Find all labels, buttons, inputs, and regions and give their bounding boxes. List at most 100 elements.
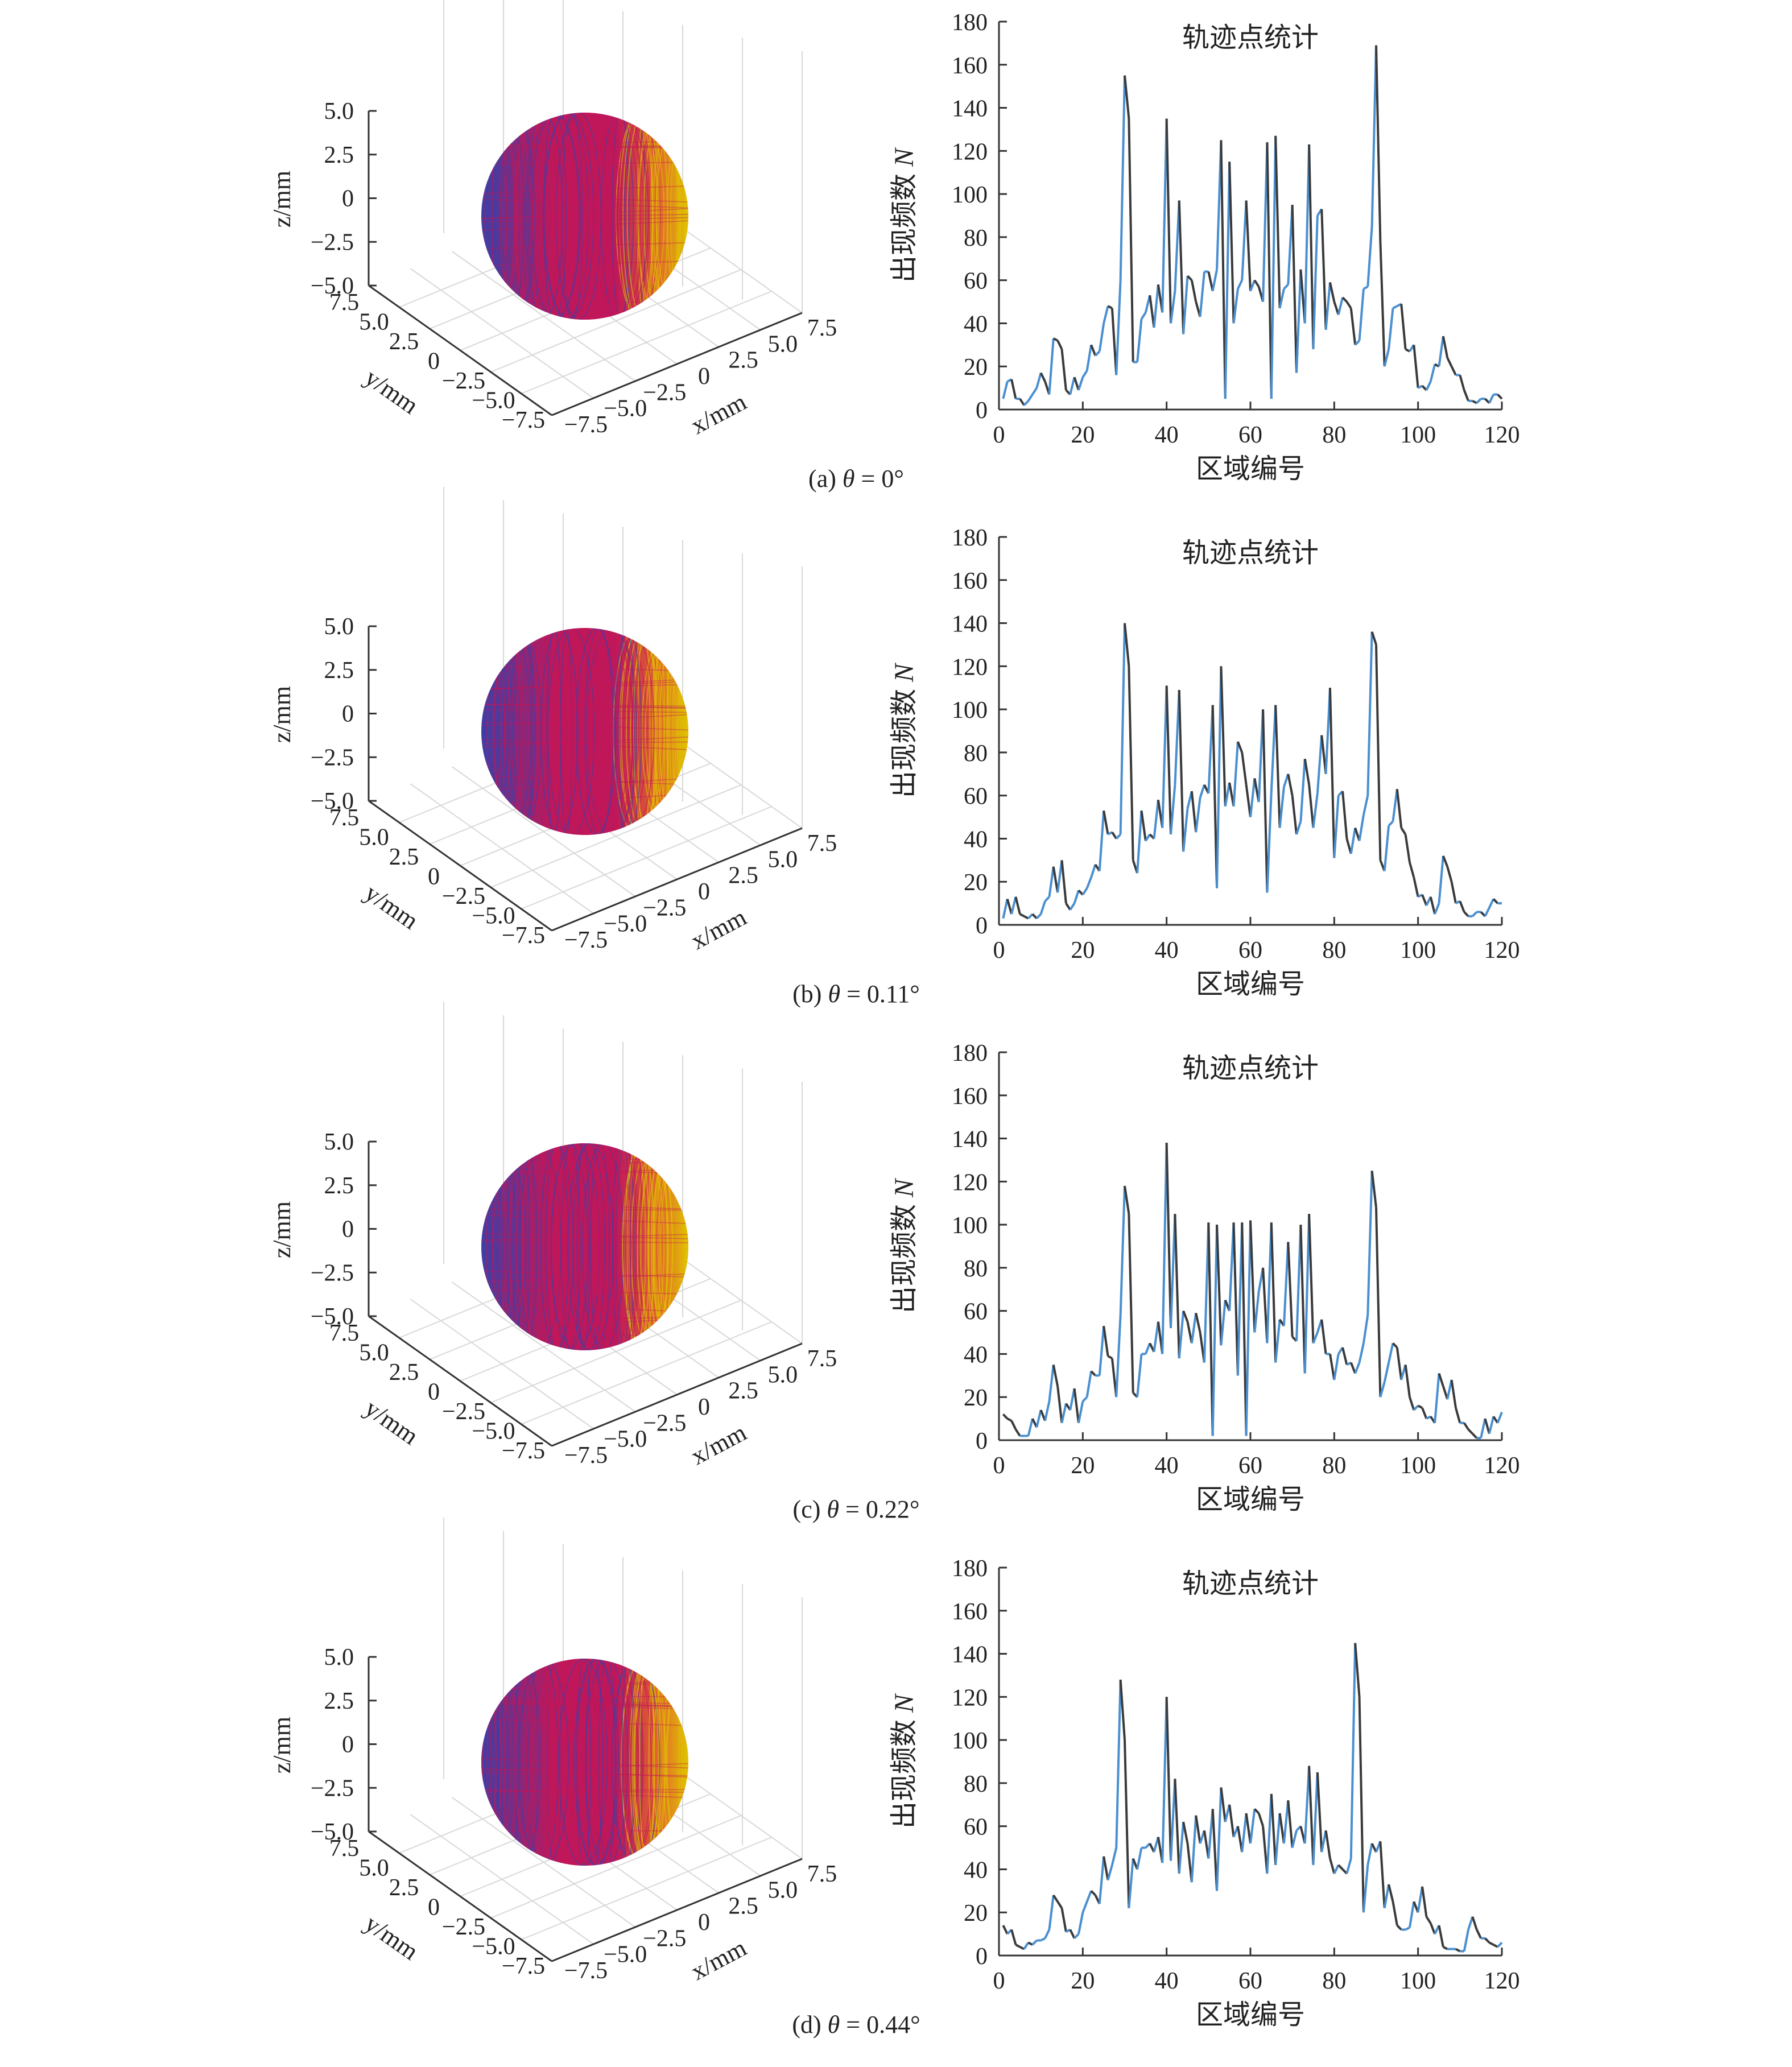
x-tick-label: 2.5 bbox=[728, 1378, 758, 1404]
series-segment bbox=[1409, 1396, 1415, 1411]
x-tick-label: 40 bbox=[1155, 1968, 1179, 1994]
series-segment bbox=[1312, 793, 1319, 828]
y-tick-label: 0 bbox=[976, 1428, 988, 1454]
trajectory-curve bbox=[481, 1789, 688, 1793]
trajectory-curve bbox=[553, 628, 573, 835]
trajectory-curve bbox=[481, 1170, 688, 1174]
series-segment bbox=[1060, 349, 1067, 391]
series-segment bbox=[1320, 209, 1327, 330]
chart-series bbox=[1002, 45, 1503, 406]
y-tick-label: 80 bbox=[964, 1256, 988, 1282]
ylabel-symbol: N bbox=[889, 1693, 919, 1713]
series-segment bbox=[1459, 374, 1465, 391]
chart-series bbox=[1002, 1643, 1503, 1953]
caption-value: = 0.22° bbox=[839, 1495, 919, 1523]
series-segment bbox=[1375, 1207, 1382, 1398]
trajectory-curve bbox=[576, 1143, 591, 1350]
trajectory-curve bbox=[567, 628, 604, 835]
trajectory-curve bbox=[481, 1701, 688, 1707]
trajectory-curve bbox=[481, 162, 688, 166]
z-tick-label: 5.0 bbox=[324, 98, 354, 125]
trajectory-curve bbox=[496, 113, 535, 320]
x-axis-label: x/mm bbox=[686, 903, 751, 954]
series-segment bbox=[1010, 1420, 1017, 1430]
series-segment bbox=[1073, 890, 1080, 904]
trajectory-curve bbox=[582, 1659, 605, 1866]
series-segment bbox=[1220, 1787, 1227, 1822]
x-tick-label: 2.5 bbox=[728, 863, 758, 889]
x-tick-label: 7.5 bbox=[807, 830, 837, 857]
series-segment bbox=[1006, 1417, 1013, 1422]
series-segment bbox=[1312, 1332, 1319, 1344]
series-segment bbox=[1010, 379, 1017, 399]
y-axis-label: y/mm bbox=[360, 1394, 423, 1450]
series-segment bbox=[1442, 1946, 1448, 1950]
series-segment bbox=[1392, 1901, 1398, 1926]
trajectory-curve bbox=[629, 1143, 643, 1350]
trajectory-curve bbox=[555, 113, 590, 320]
series-segment bbox=[1471, 911, 1478, 917]
trajectory-curve bbox=[515, 113, 547, 320]
trajectory-curve bbox=[493, 1659, 542, 1866]
series-segment bbox=[1237, 279, 1244, 290]
trajectory-curve bbox=[481, 1209, 688, 1211]
series-segment bbox=[1119, 1185, 1126, 1316]
series-segment bbox=[1107, 1355, 1113, 1359]
trajectory-curve bbox=[546, 628, 562, 835]
series-segment bbox=[1245, 1220, 1252, 1436]
series-segment bbox=[1345, 1858, 1352, 1874]
x-axis-line bbox=[551, 1858, 803, 1962]
trajectory-curve bbox=[552, 628, 591, 835]
series-segment bbox=[1128, 1214, 1134, 1393]
series-segment bbox=[1413, 877, 1419, 898]
series-segment bbox=[1052, 337, 1059, 342]
y-tick-label: 120 bbox=[952, 1685, 988, 1711]
trajectory-curve bbox=[481, 242, 688, 250]
series-segment bbox=[1110, 308, 1118, 375]
trajectory-curve bbox=[483, 113, 495, 320]
y-tick-label: 120 bbox=[952, 139, 988, 165]
series-segment bbox=[1249, 279, 1256, 292]
x-tick-label: 2.5 bbox=[728, 348, 758, 374]
trajectory-curve bbox=[549, 628, 592, 835]
series-segment bbox=[1341, 1347, 1348, 1365]
trajectory-curve bbox=[481, 628, 502, 835]
series-segment bbox=[1438, 336, 1444, 367]
y-axis-line bbox=[368, 800, 552, 932]
series-segment bbox=[1052, 1365, 1059, 1387]
series-segment bbox=[1349, 828, 1357, 854]
series-segment bbox=[1111, 831, 1117, 840]
caption-symbol: θ bbox=[828, 980, 840, 1008]
series-segment bbox=[1429, 896, 1436, 915]
x-tick-label: −2.5 bbox=[643, 379, 686, 406]
trajectory-curve bbox=[526, 1659, 570, 1866]
chart-title: 轨迹点统计 bbox=[1182, 1569, 1319, 1599]
trajectory-lines bbox=[481, 113, 688, 320]
series-segment bbox=[1195, 1313, 1201, 1333]
series-segment bbox=[1115, 1679, 1122, 1848]
y-tick-label: 0 bbox=[428, 1895, 440, 1921]
series-segment bbox=[1039, 372, 1046, 382]
trajectory-curve bbox=[581, 1143, 625, 1350]
trajectory-curve bbox=[628, 1143, 650, 1350]
y-tick-label: 0 bbox=[428, 349, 440, 375]
series-segment bbox=[1211, 1809, 1219, 1891]
trajectory-curve bbox=[586, 1659, 639, 1866]
trajectory-curve bbox=[611, 113, 630, 320]
y-tick-label: 160 bbox=[952, 1599, 988, 1625]
x-tick-label: 0 bbox=[698, 363, 710, 390]
trajectory-curve bbox=[655, 113, 678, 320]
trajectory-curve bbox=[647, 1143, 688, 1350]
trajectory-curve bbox=[666, 1659, 688, 1866]
series-segment bbox=[1140, 810, 1147, 841]
series-segment bbox=[1035, 373, 1042, 388]
y-tick-label: −7.5 bbox=[502, 1953, 545, 1979]
series-segment bbox=[1023, 400, 1030, 406]
series-segment bbox=[1002, 899, 1009, 919]
y-tick-label: 5.0 bbox=[359, 1340, 389, 1366]
series-segment bbox=[1228, 162, 1235, 324]
series-segment bbox=[1362, 1314, 1369, 1343]
series-segment bbox=[1270, 705, 1277, 792]
x-axis-label: x/mm bbox=[686, 1418, 751, 1470]
y-tick-label: −2.5 bbox=[442, 1914, 485, 1940]
